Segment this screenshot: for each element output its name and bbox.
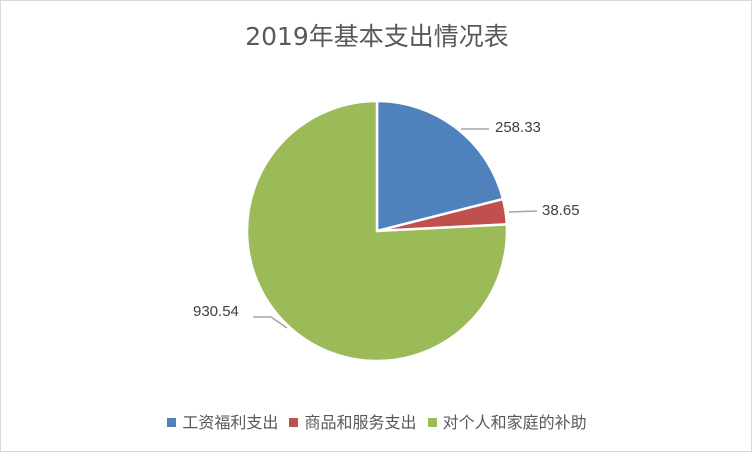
pie-slice-wages: [375, 99, 505, 233]
legend: 工资福利支出 商品和服务支出 对个人和家庭的补助: [1, 409, 752, 433]
chart-title: 2019年基本支出情况表: [245, 22, 509, 51]
legend-item-goods-services: 商品和服务支出: [289, 409, 417, 433]
legend-label: 对个人和家庭的补助: [442, 413, 587, 432]
legend-item-wages: 工资福利支出: [167, 409, 278, 433]
data-label-household-subsidy: 930.54: [193, 303, 239, 320]
legend-item-household-subsidy: 对个人和家庭的补助: [427, 409, 587, 433]
legend-swatch-red: [289, 418, 299, 427]
legend-swatch-blue: [167, 418, 177, 427]
data-label-goods-services: 38.65: [542, 202, 580, 219]
pie-slice-household-subsidy: [245, 99, 509, 363]
legend-swatch-green: [427, 418, 437, 427]
legend-label: 工资福利支出: [182, 413, 279, 432]
leader-line: [508, 210, 538, 213]
leader-line: [253, 316, 288, 329]
data-label-wages: 258.33: [495, 119, 541, 136]
legend-label: 商品和服务支出: [304, 413, 417, 432]
